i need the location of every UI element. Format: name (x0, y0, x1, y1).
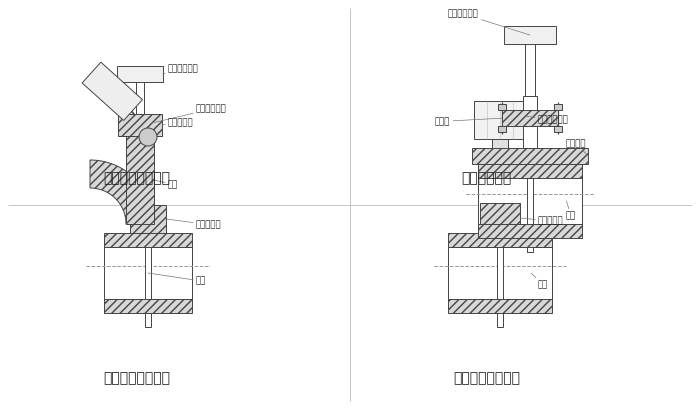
Polygon shape (498, 104, 506, 110)
Text: 支撑管: 支撑管 (435, 117, 502, 126)
Polygon shape (492, 139, 508, 153)
Polygon shape (144, 137, 152, 205)
Polygon shape (104, 247, 192, 299)
Polygon shape (496, 153, 504, 203)
Polygon shape (448, 299, 552, 313)
Text: 管道: 管道 (154, 180, 178, 189)
Polygon shape (145, 233, 151, 327)
Polygon shape (130, 205, 166, 233)
Text: 垂直管道安装方法: 垂直管道安装方法 (103, 371, 170, 385)
Polygon shape (478, 224, 582, 238)
Polygon shape (480, 203, 520, 233)
Polygon shape (478, 164, 582, 178)
Polygon shape (554, 126, 562, 132)
Polygon shape (472, 148, 588, 164)
Polygon shape (523, 96, 537, 148)
Polygon shape (448, 233, 552, 247)
Text: 双金属温度计: 双金属温度计 (163, 65, 199, 74)
Polygon shape (474, 101, 526, 139)
Polygon shape (117, 66, 163, 82)
Text: 直形连接头: 直形连接头 (520, 216, 564, 225)
Polygon shape (504, 26, 556, 44)
Text: 双金属温度计: 双金属温度计 (448, 9, 530, 35)
Polygon shape (82, 62, 143, 120)
Text: 双金属温度计: 双金属温度计 (152, 105, 227, 123)
Text: 管道: 管道 (566, 201, 576, 220)
Polygon shape (137, 136, 143, 236)
Circle shape (139, 128, 157, 146)
Polygon shape (104, 233, 192, 247)
Polygon shape (136, 82, 144, 114)
Polygon shape (527, 148, 533, 252)
Text: 法兰安装方法: 法兰安装方法 (461, 171, 512, 185)
Polygon shape (502, 110, 558, 126)
Polygon shape (104, 299, 192, 313)
Text: 双金属温度计: 双金属温度计 (526, 115, 568, 124)
Polygon shape (118, 114, 162, 136)
Polygon shape (525, 44, 535, 96)
Text: 直形连接头: 直形连接头 (162, 118, 194, 127)
Text: 弯曲管道安装方法: 弯曲管道安装方法 (103, 171, 170, 185)
Polygon shape (498, 126, 506, 132)
Polygon shape (497, 233, 503, 327)
Polygon shape (448, 247, 552, 299)
Text: 垂直管道安装方法: 垂直管道安装方法 (453, 371, 520, 385)
Text: 管道: 管道 (148, 273, 206, 285)
Text: 安装法兰: 安装法兰 (566, 139, 588, 156)
Polygon shape (554, 104, 562, 110)
Polygon shape (478, 178, 582, 224)
Polygon shape (90, 160, 154, 224)
Polygon shape (126, 136, 154, 224)
Text: 直形连接头: 直形连接头 (166, 219, 222, 229)
Text: 管道: 管道 (531, 273, 548, 290)
